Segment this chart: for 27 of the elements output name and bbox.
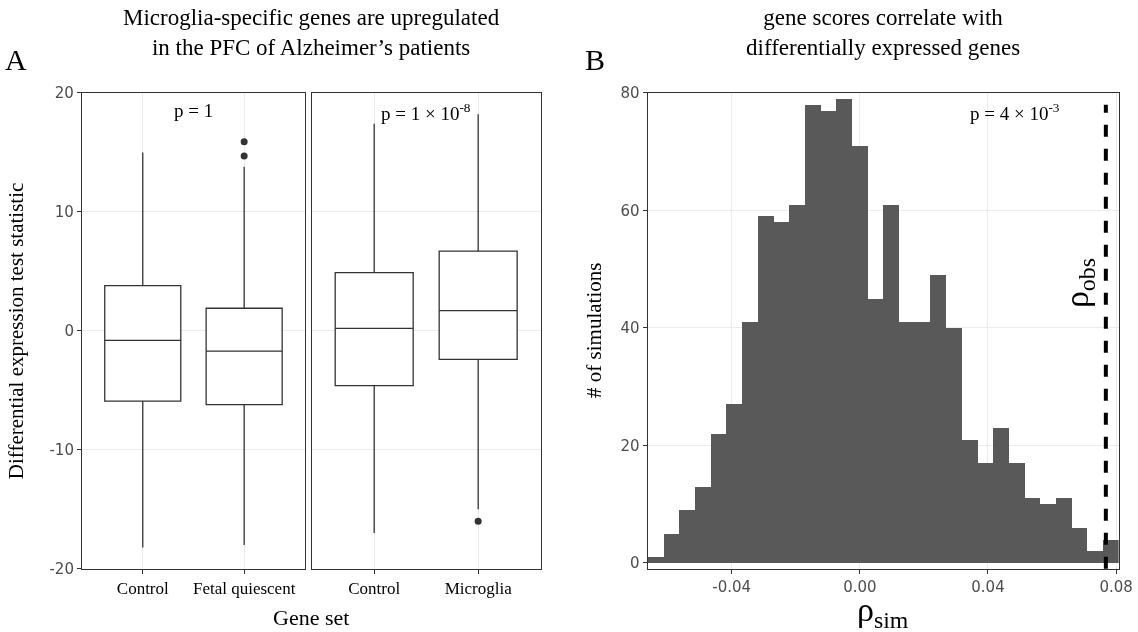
x-tick-label: Control	[116, 579, 170, 599]
y-tick-label: 60	[620, 201, 640, 220]
y-tick-label: -10	[49, 441, 74, 460]
x-tick-label: 0.08	[1099, 577, 1133, 596]
y-tick-label: 0	[629, 554, 640, 573]
y-axis-title: Differential expression test statistic	[4, 182, 29, 480]
y-tick-label: 40	[620, 319, 640, 338]
chart-title: Microglia-specific genes are upregulated in the PFC of Alzheimer’s patients	[123, 5, 500, 60]
x-tick-label: Microglia	[444, 579, 513, 599]
x-tick-label: Control	[348, 579, 401, 599]
annotation: p = 4 × 10$^{-3}$	[970, 100, 1060, 124]
y-tick-label: -20	[49, 560, 74, 579]
x-axis-title: Gene set	[273, 605, 350, 630]
y-tick-label: 10	[54, 203, 74, 222]
y-tick-label: 20	[54, 84, 74, 103]
text: B	[585, 43, 606, 76]
annotation: p = 1 × 10$^{-8}$	[381, 100, 471, 124]
y-tick-label: 80	[620, 84, 640, 103]
y-axis-title: # of simulations	[582, 262, 607, 398]
y-tick-label: 20	[620, 436, 640, 455]
annotation: p = 1	[174, 100, 214, 121]
x-tick-label: -0.04	[712, 577, 752, 596]
x-tick-label: 0.04	[971, 577, 1005, 596]
y-tick-label: 0	[64, 322, 74, 341]
text: A	[5, 43, 27, 76]
chart-title: gene scores correlate with differentially expressed genes	[746, 5, 1021, 60]
x-tick-label: Fetal quiescent	[192, 579, 296, 599]
